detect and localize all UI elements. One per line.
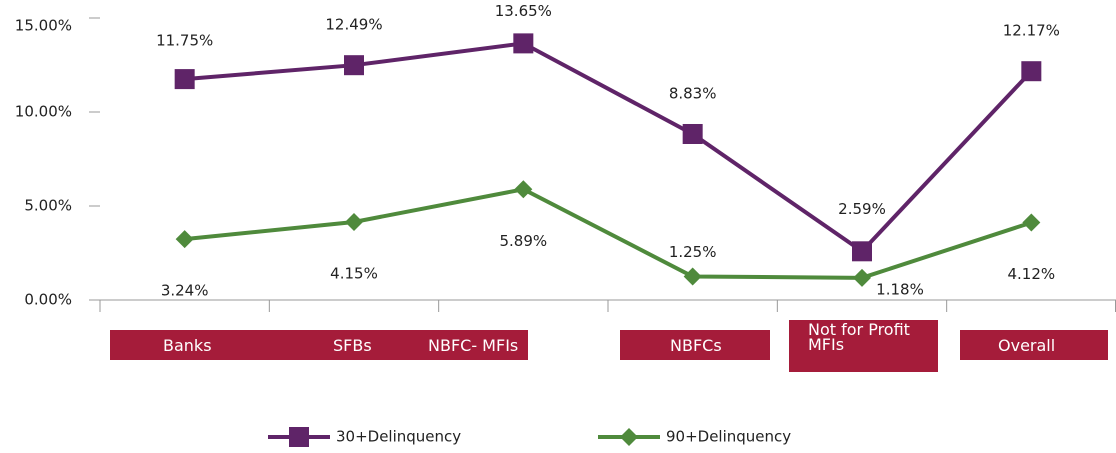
series-line [184, 187, 1032, 280]
category-box [789, 320, 938, 372]
data-label: 1.25% [669, 243, 717, 261]
data-label: 5.89% [500, 232, 548, 250]
marker [1022, 213, 1041, 232]
data-label: 2.59% [838, 200, 886, 218]
data-label: 4.12% [1008, 265, 1056, 283]
x-category-label: NBFC- MFIs [428, 336, 519, 355]
marker [175, 230, 194, 249]
marker [345, 212, 363, 231]
legend-marker [289, 427, 309, 447]
marker [513, 33, 534, 54]
data-label: 1.18% [876, 280, 924, 298]
marker [344, 55, 364, 76]
data-label: 8.83% [669, 84, 717, 102]
marker [853, 268, 871, 287]
data-label: 12.17% [1003, 22, 1060, 40]
data-label: 13.65% [495, 2, 552, 20]
legend-marker [620, 428, 638, 446]
legend-label: 90+Delinquency [666, 428, 791, 446]
y-tick-label: 10.00% [15, 103, 72, 121]
x-category-label: NBFCs [670, 336, 722, 355]
legend-label: 30+Delinquency [336, 428, 461, 446]
category-box [620, 330, 770, 360]
marker [1021, 61, 1042, 82]
series-line [184, 41, 1033, 254]
marker [514, 180, 533, 199]
data-label: 3.24% [161, 282, 209, 300]
marker [852, 241, 872, 262]
category-box [110, 330, 528, 360]
y-tick-label: 5.00% [24, 197, 72, 215]
y-tick-label: 15.00% [15, 17, 72, 35]
data-label: 12.49% [325, 16, 382, 34]
marker [174, 69, 195, 90]
y-tick-label: 0.00% [24, 291, 72, 309]
data-label: 4.15% [330, 264, 378, 282]
x-category-label: Not for Profit MFIs [808, 320, 910, 354]
x-category-label: Overall [998, 336, 1056, 355]
x-category-label: SFBs [333, 336, 372, 355]
x-category-label: Banks [163, 336, 212, 355]
data-label: 11.75% [156, 32, 213, 50]
marker [682, 123, 703, 144]
marker [683, 267, 702, 286]
category-box [960, 330, 1108, 360]
